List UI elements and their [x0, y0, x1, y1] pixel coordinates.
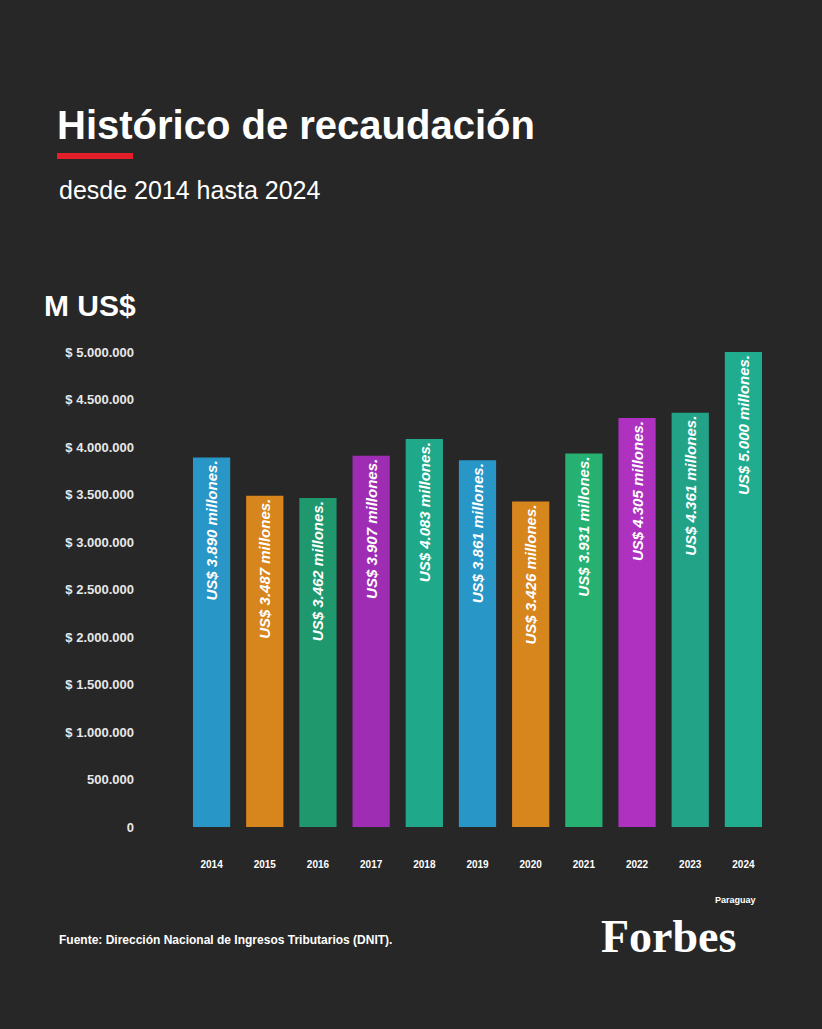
svg-text:2019: 2019 [466, 859, 489, 870]
svg-text:$ 3.500.000: $ 3.500.000 [65, 487, 134, 502]
svg-text:$ 1.000.000: $ 1.000.000 [65, 725, 134, 740]
svg-text:2016: 2016 [307, 859, 330, 870]
svg-text:2023: 2023 [679, 859, 702, 870]
svg-text:US$ 4.083 millones.: US$ 4.083 millones. [416, 442, 433, 582]
svg-text:US$ 3.890 millones.: US$ 3.890 millones. [203, 460, 220, 600]
svg-text:2024: 2024 [732, 859, 755, 870]
svg-text:2021: 2021 [573, 859, 596, 870]
svg-text:$ 4.500.000: $ 4.500.000 [65, 392, 134, 407]
svg-text:US$ 3.907 millones.: US$ 3.907 millones. [363, 459, 380, 599]
svg-text:US$ 4.361 millones.: US$ 4.361 millones. [682, 416, 699, 556]
svg-text:2020: 2020 [520, 859, 543, 870]
svg-text:$ 5.000.000: $ 5.000.000 [65, 345, 134, 360]
svg-text:2022: 2022 [626, 859, 649, 870]
svg-text:$ 2.500.000: $ 2.500.000 [65, 582, 134, 597]
svg-text:Forbes: Forbes [601, 911, 736, 962]
svg-text:US$ 3.861 millones.: US$ 3.861 millones. [469, 463, 486, 603]
svg-text:$ 3.000.000: $ 3.000.000 [65, 535, 134, 550]
svg-text:2018: 2018 [413, 859, 436, 870]
svg-text:desde 2014 hasta 2024: desde 2014 hasta 2024 [59, 176, 320, 204]
svg-text:0: 0 [127, 820, 134, 835]
svg-text:US$ 5.000 millones.: US$ 5.000 millones. [735, 355, 752, 495]
svg-text:2017: 2017 [360, 859, 383, 870]
svg-text:M US$: M US$ [44, 289, 136, 322]
svg-text:US$ 3.426 millones.: US$ 3.426 millones. [522, 505, 539, 645]
svg-text:US$ 3.931 millones.: US$ 3.931 millones. [575, 457, 592, 597]
svg-text:2014: 2014 [200, 859, 223, 870]
svg-text:2015: 2015 [254, 859, 277, 870]
svg-text:$ 4.000.000: $ 4.000.000 [65, 440, 134, 455]
svg-text:$ 1.500.000: $ 1.500.000 [65, 677, 134, 692]
svg-text:Paraguay: Paraguay [715, 895, 756, 905]
svg-text:Histórico de recaudación: Histórico de recaudación [57, 103, 535, 147]
svg-text:US$ 3.487 millones.: US$ 3.487 millones. [256, 499, 273, 639]
svg-text:Fuente: Dirección Nacional de: Fuente: Dirección Nacional de Ingresos T… [59, 933, 392, 947]
svg-text:US$ 3.462 millones.: US$ 3.462 millones. [309, 501, 326, 641]
svg-text:$ 2.000.000: $ 2.000.000 [65, 630, 134, 645]
svg-text:US$ 4.305 millones.: US$ 4.305 millones. [629, 421, 646, 561]
svg-text:500.000: 500.000 [87, 772, 134, 787]
